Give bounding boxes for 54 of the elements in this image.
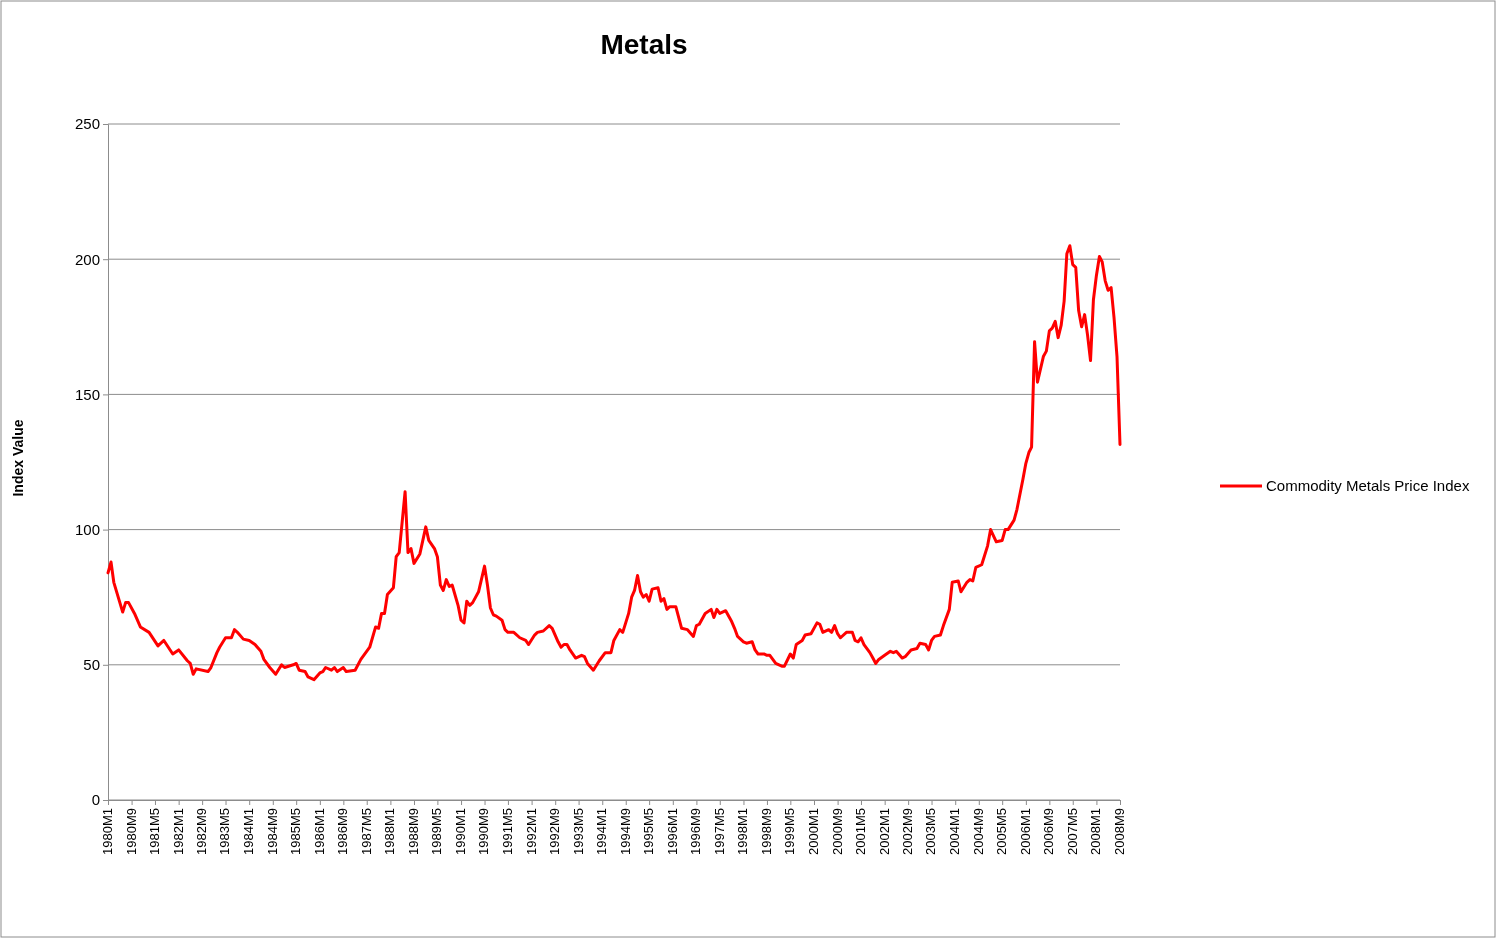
x-tick-label: 1982M1 bbox=[170, 808, 186, 855]
x-tick-label: 1999M5 bbox=[782, 808, 798, 855]
x-tick-label: 1990M1 bbox=[453, 808, 468, 855]
y-tick-label: 0 bbox=[91, 791, 100, 809]
x-tick-label: 2003M5 bbox=[923, 808, 939, 855]
y-tick-label: 50 bbox=[83, 656, 100, 674]
x-tick-label: 2004M1 bbox=[947, 808, 963, 855]
y-tick-label: 100 bbox=[74, 520, 100, 538]
x-tick-label: 2002M9 bbox=[900, 808, 916, 855]
x-tick-label: 1986M9 bbox=[335, 808, 351, 855]
x-tick-label: 1996M9 bbox=[688, 808, 704, 855]
x-tick-label: 1985M5 bbox=[288, 808, 304, 855]
x-tick-label: 1981M5 bbox=[146, 808, 162, 855]
x-tick-label: 2008M9 bbox=[1111, 808, 1127, 855]
x-tick-label: 2005M5 bbox=[994, 808, 1010, 855]
x-tick-label: 2008M1 bbox=[1088, 808, 1104, 855]
x-tick-label: 1998M1 bbox=[735, 808, 751, 855]
x-tick-label: 1983M5 bbox=[217, 808, 233, 855]
line-series bbox=[106, 244, 1122, 682]
x-tick-label: 1984M1 bbox=[241, 808, 257, 855]
x-tick-label: 2000M9 bbox=[829, 808, 845, 855]
x-tick-label: 1988M1 bbox=[382, 808, 398, 855]
x-tick-label: 1984M9 bbox=[264, 808, 280, 855]
y-axis-title: Index Value bbox=[10, 419, 26, 497]
x-tick-label: 2006M9 bbox=[1041, 808, 1057, 855]
x-tick-label: 1992M1 bbox=[523, 808, 539, 855]
x-tick-label: 1997M5 bbox=[711, 808, 727, 855]
x-tick-label: 1991M5 bbox=[499, 808, 515, 855]
x-tick-label: 1995M5 bbox=[641, 808, 657, 855]
x-tick-label: 1989M5 bbox=[429, 808, 445, 855]
y-tick-label: 200 bbox=[74, 250, 100, 268]
chart-title: Metals bbox=[600, 29, 688, 60]
y-tick-label: 150 bbox=[74, 385, 100, 403]
x-tick-label: 1994M9 bbox=[617, 808, 633, 855]
x-tick-label: 1980M1 bbox=[99, 808, 115, 855]
x-tick-label: 1990M9 bbox=[476, 808, 492, 855]
x-tick-label: 2000M1 bbox=[805, 808, 821, 855]
x-tick-label: 1982M9 bbox=[194, 808, 210, 855]
x-tick-label: 1980M9 bbox=[123, 808, 139, 855]
legend-label: Commodity Metals Price Index bbox=[1266, 477, 1470, 494]
x-tick-label: 1993M5 bbox=[570, 808, 586, 855]
x-tick-label: 1987M5 bbox=[358, 808, 374, 855]
x-tick-label: 1992M9 bbox=[547, 808, 563, 855]
x-tick-label: 2001M5 bbox=[852, 808, 868, 855]
x-tick-label: 1996M1 bbox=[664, 808, 680, 855]
x-tick-label: 1988M9 bbox=[405, 808, 421, 855]
x-tick-label: 2004M9 bbox=[970, 808, 986, 855]
x-tick-label: 2007M5 bbox=[1064, 808, 1080, 855]
x-tick-label: 2002M1 bbox=[876, 808, 892, 855]
y-tick-label: 250 bbox=[74, 115, 100, 133]
x-tick-label: 2006M1 bbox=[1017, 808, 1033, 855]
x-tick-label: 1986M1 bbox=[311, 808, 327, 855]
x-tick-label: 1998M9 bbox=[758, 808, 774, 855]
x-tick-label: 1994M1 bbox=[594, 808, 610, 855]
